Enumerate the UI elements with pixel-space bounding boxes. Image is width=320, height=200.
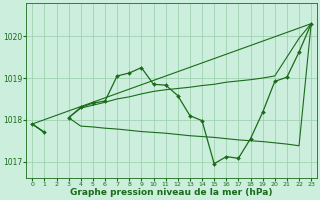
X-axis label: Graphe pression niveau de la mer (hPa): Graphe pression niveau de la mer (hPa) [70, 188, 273, 197]
